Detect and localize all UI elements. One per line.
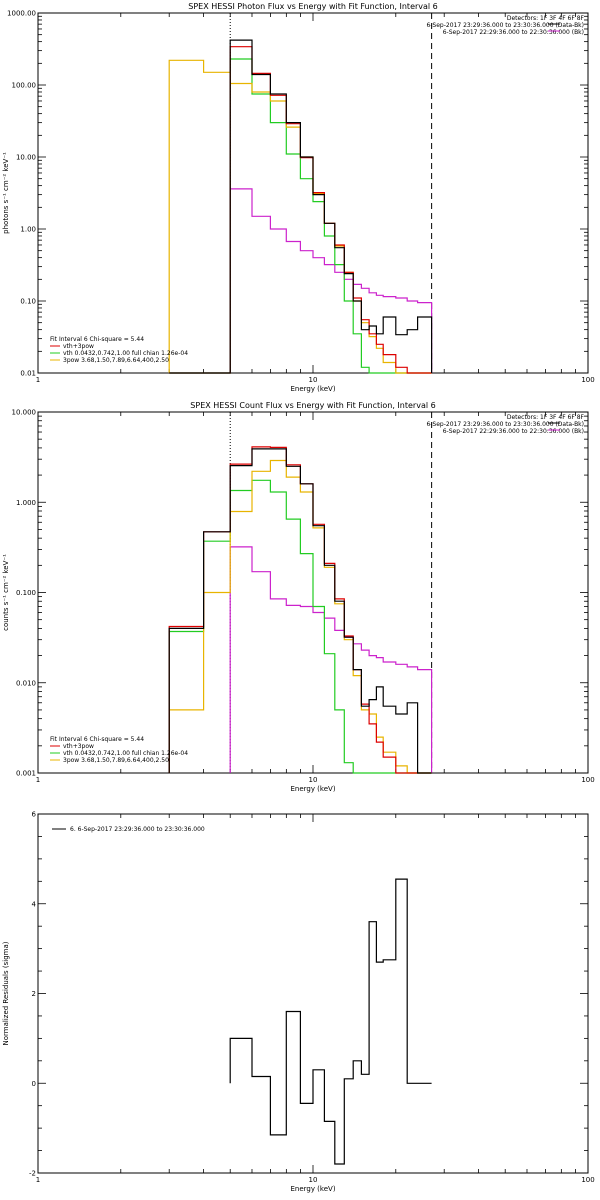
y-tick-label: 6 bbox=[32, 811, 37, 819]
x-axis-label: Energy (keV) bbox=[290, 1185, 335, 1193]
legend-entry: 6. 6-Sep-2017 23:29:36.000 to 23:30:36.0… bbox=[70, 826, 205, 833]
series-data-bk bbox=[168, 448, 432, 774]
y-tick-label: 0.001 bbox=[16, 770, 36, 778]
legend-entry: vth+3pow bbox=[63, 743, 94, 750]
x-tick-label: 10 bbox=[309, 376, 318, 384]
x-tick-label: 100 bbox=[581, 776, 594, 784]
legend-entry: vth+3pow bbox=[63, 343, 94, 350]
series-vth bbox=[168, 479, 432, 774]
chart-title: SPEX HESSI Photon Flux vs Energy with Fi… bbox=[188, 2, 438, 11]
legend-entry: vth 0.0432,0.742,1.00 full chian 1.26e-0… bbox=[63, 750, 188, 757]
x-tick-label: 10 bbox=[309, 776, 318, 784]
x-axis-label: Energy (keV) bbox=[290, 785, 335, 793]
y-axis-label: Normalized Residuals (sigma) bbox=[2, 941, 10, 1045]
y-axis-label: photons s⁻¹ cm⁻² keV⁻¹ bbox=[2, 152, 10, 234]
y-tick-label: 2 bbox=[32, 990, 36, 998]
x-tick-label: 10 bbox=[309, 1176, 318, 1184]
plot-frame bbox=[37, 813, 589, 1174]
y-tick-label: 100.00 bbox=[12, 82, 37, 90]
y-tick-label: -2 bbox=[29, 1170, 36, 1178]
chart-title: SPEX HESSI Count Flux vs Energy with Fit… bbox=[190, 401, 435, 410]
header-line: 6-Sep-2017 22:29:36.000 to 22:30:36.000 … bbox=[443, 428, 584, 435]
y-tick-label: 1.00 bbox=[20, 226, 36, 234]
series-3pow bbox=[168, 59, 432, 374]
legend-entry: 3pow 3.68,1.50,7.89,6.64,400,2.50 bbox=[63, 757, 169, 764]
legend-entry: 3pow 3.68,1.50,7.89,6.64,400,2.50 bbox=[63, 357, 169, 364]
series-vth-3pow bbox=[169, 46, 432, 374]
y-tick-label: 0.100 bbox=[16, 589, 36, 597]
y-tick-label: 0.010 bbox=[16, 679, 36, 687]
chart-1: SPEX HESSI Photon Flux vs Energy with Fi… bbox=[2, 2, 595, 393]
x-tick-label: 1 bbox=[36, 1176, 40, 1184]
legend-title: Fit Interval 6 Chi-square = 5.44 bbox=[50, 736, 144, 743]
legend-entry: vth 0.0432,0.742,1.00 full chian 1.26e-0… bbox=[63, 350, 188, 357]
series-bk bbox=[229, 188, 433, 373]
y-tick-label: 0.10 bbox=[20, 298, 36, 306]
legend-title: Fit Interval 6 Chi-square = 5.44 bbox=[50, 336, 144, 343]
header-line: Detectors: 1F 3F 4F 6F 8F bbox=[507, 414, 585, 421]
chart-2: SPEX HESSI Count Flux vs Energy with Fit… bbox=[2, 401, 595, 793]
series-bk bbox=[229, 546, 433, 773]
x-tick-label: 100 bbox=[581, 1176, 594, 1184]
x-axis-label: Energy (keV) bbox=[290, 385, 335, 393]
y-tick-label: 4 bbox=[32, 900, 37, 908]
x-tick-label: 100 bbox=[581, 376, 594, 384]
y-tick-label: 10.00 bbox=[16, 154, 36, 162]
header-line: 6-Sep-2017 23:29:36.000 to 23:30:36.000 … bbox=[426, 421, 584, 428]
y-tick-label: 1.000 bbox=[16, 499, 36, 507]
x-tick-label: 1 bbox=[36, 376, 40, 384]
y-axis-label: counts s⁻¹ cm⁻² keV⁻¹ bbox=[2, 554, 10, 631]
header-line: 6-Sep-2017 22:29:36.000 to 22:30:36.000 … bbox=[443, 29, 584, 36]
header-line: Detectors: 1F 3F 4F 6F 8F bbox=[507, 15, 585, 22]
series-data-bk bbox=[169, 39, 433, 374]
y-tick-label: 1000.00 bbox=[7, 10, 36, 18]
y-tick-label: 0.01 bbox=[20, 370, 36, 378]
series-vth-3pow bbox=[168, 446, 432, 774]
y-tick-label: 0 bbox=[32, 1080, 36, 1088]
series-vth bbox=[169, 58, 432, 374]
series-6-6-sep-2017-23-29-36-000-to-23-30-36-000 bbox=[229, 878, 432, 1165]
x-tick-label: 1 bbox=[36, 776, 40, 784]
y-tick-label: 10.000 bbox=[12, 409, 37, 417]
header-line: 6-Sep-2017 23:29:36.000 to 23:30:36.000 … bbox=[426, 22, 584, 29]
series-3pow bbox=[168, 459, 432, 774]
chart-3: 1 10 100 Energy (keV) -2 0 2 4 6 Normalized Resid… bbox=[2, 811, 595, 1194]
